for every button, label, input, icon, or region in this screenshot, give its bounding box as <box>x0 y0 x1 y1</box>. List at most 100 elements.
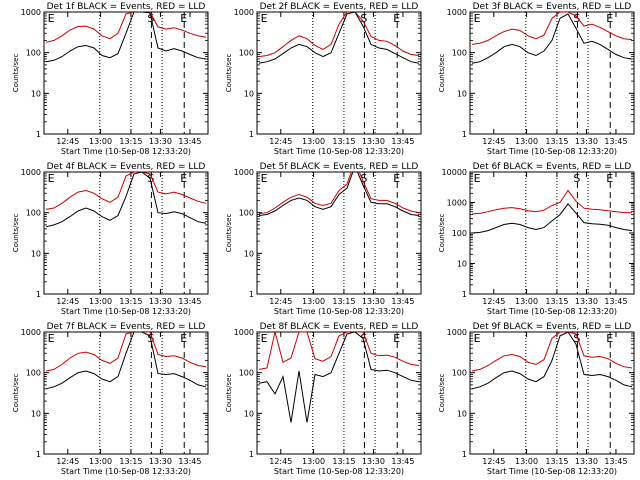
marker-label: E <box>261 332 268 345</box>
x-tick-label: 13:15 <box>119 297 142 306</box>
y-tick-label: 100 <box>239 49 254 58</box>
x-tick-label: 13:30 <box>149 297 172 306</box>
x-tick-label: 13:45 <box>391 457 414 466</box>
x-tick-label: 13:00 <box>89 457 112 466</box>
marker-label: E <box>474 172 481 185</box>
y-tick-label: 10 <box>457 89 467 98</box>
plot-frame <box>256 331 422 455</box>
series-line-events <box>471 203 633 234</box>
y-tick-label: 10 <box>31 249 41 258</box>
x-tick-label: 13:45 <box>604 457 627 466</box>
x-tick-label: 13:15 <box>545 297 568 306</box>
x-tick-label: 13:30 <box>149 457 172 466</box>
x-tick-label: 12:45 <box>482 137 505 146</box>
x-tick-label: 13:15 <box>332 297 355 306</box>
series-line-events <box>258 12 420 64</box>
series-line-events <box>471 332 633 390</box>
x-tick-label: 13:30 <box>575 137 598 146</box>
plot-frame <box>43 331 209 455</box>
marker-label: E <box>180 12 187 25</box>
y-tick-label: 100 <box>239 209 254 218</box>
y-tick-label: 1000 <box>21 328 41 337</box>
marker-label: E <box>474 12 481 25</box>
marker-label: E <box>261 12 268 25</box>
marker-label: E <box>606 332 613 345</box>
x-tick-label: 13:30 <box>575 297 598 306</box>
marker-label: E <box>180 172 187 185</box>
x-tick-label: 12:45 <box>269 457 292 466</box>
series-line-events <box>258 172 420 216</box>
x-tick-label: 13:45 <box>604 137 627 146</box>
plot-frame <box>469 331 635 455</box>
y-tick-label: 1 <box>249 130 254 139</box>
marker-label: E <box>393 12 400 25</box>
y-axis-label: Counts/sec <box>438 214 446 253</box>
chart-panel-2: Det 2f BLACK = Events, RED = LLD 1 10 100 10… <box>225 2 422 156</box>
y-tick-label: 10 <box>244 409 254 418</box>
marker-label: E <box>393 172 400 185</box>
x-tick-label: 13:45 <box>178 137 201 146</box>
series-line-lld <box>258 172 420 215</box>
y-tick-label: 1 <box>36 290 41 299</box>
chart-title: Det 4f BLACK = Events, RED = LLD <box>47 162 206 172</box>
x-tick-label: 12:45 <box>269 137 292 146</box>
x-tick-label: 12:45 <box>56 137 79 146</box>
y-tick-label: 100 <box>452 49 467 58</box>
plot-frame <box>43 171 209 295</box>
y-tick-label: 10 <box>457 260 467 269</box>
x-axis-label: Start Time (10-Sep-08 12:33:20) <box>274 147 404 156</box>
y-axis-label: Counts/sec <box>12 54 20 93</box>
x-tick-label: 13:30 <box>362 137 385 146</box>
x-axis-label: Start Time (10-Sep-08 12:33:20) <box>61 307 191 316</box>
x-tick-label: 13:45 <box>391 137 414 146</box>
y-tick-label: 1000 <box>234 168 254 177</box>
x-tick-label: 13:00 <box>89 297 112 306</box>
series-line-events <box>45 332 207 390</box>
series-line-lld <box>45 332 207 372</box>
chart-title: Det 9f BLACK = Events, RED = LLD <box>473 322 632 332</box>
series-line-lld <box>45 172 207 210</box>
y-tick-label: 1 <box>462 290 467 299</box>
y-tick-label: 1000 <box>234 8 254 17</box>
chart-title: Det 5f BLACK = Events, RED = LLD <box>260 162 419 172</box>
marker-label: S <box>573 12 580 25</box>
x-tick-label: 13:15 <box>332 457 355 466</box>
y-tick-label: 1 <box>249 290 254 299</box>
y-tick-label: 10 <box>31 409 41 418</box>
chart-panel-7: Det 7f BLACK = Events, RED = LLD 1 10 100 10… <box>12 322 209 476</box>
y-tick-label: 10 <box>244 249 254 258</box>
x-tick-label: 13:15 <box>332 137 355 146</box>
y-tick-label: 1 <box>249 450 254 459</box>
x-tick-label: 12:45 <box>482 297 505 306</box>
y-axis-label: Counts/sec <box>225 214 233 253</box>
x-tick-label: 13:00 <box>302 137 325 146</box>
y-tick-label: 1000 <box>447 328 467 337</box>
x-tick-label: 13:00 <box>302 297 325 306</box>
x-axis-label: Start Time (10-Sep-08 12:33:20) <box>274 467 404 476</box>
y-tick-label: 1000 <box>21 168 41 177</box>
chart-panel-4: Det 4f BLACK = Events, RED = LLD 1 10 100 10… <box>12 162 209 316</box>
marker-label: E <box>393 332 400 345</box>
y-axis-label: Counts/sec <box>225 374 233 413</box>
y-axis-label: Counts/sec <box>12 214 20 253</box>
x-axis-label: Start Time (10-Sep-08 12:33:20) <box>274 307 404 316</box>
y-tick-label: 100 <box>26 49 41 58</box>
y-tick-label: 100 <box>452 369 467 378</box>
series-line-lld <box>258 12 420 58</box>
y-tick-label: 10000 <box>442 168 467 177</box>
marker-label: S <box>360 12 367 25</box>
series-line-events <box>45 172 207 228</box>
plot-frame <box>469 11 635 135</box>
y-tick-label: 1000 <box>447 199 467 208</box>
y-tick-label: 100 <box>452 229 467 238</box>
x-axis-label: Start Time (10-Sep-08 12:33:20) <box>487 307 617 316</box>
x-tick-label: 13:15 <box>119 137 142 146</box>
x-axis-label: Start Time (10-Sep-08 12:33:20) <box>61 147 191 156</box>
marker-label: E <box>606 172 613 185</box>
marker-label: E <box>474 332 481 345</box>
marker-label: S <box>573 172 580 185</box>
chart-panel-6: Det 6f BLACK = Events, RED = LLD 1 10 100 10… <box>438 162 635 316</box>
y-axis-label: Counts/sec <box>12 374 20 413</box>
x-tick-label: 13:15 <box>119 457 142 466</box>
x-axis-label: Start Time (10-Sep-08 12:33:20) <box>61 467 191 476</box>
